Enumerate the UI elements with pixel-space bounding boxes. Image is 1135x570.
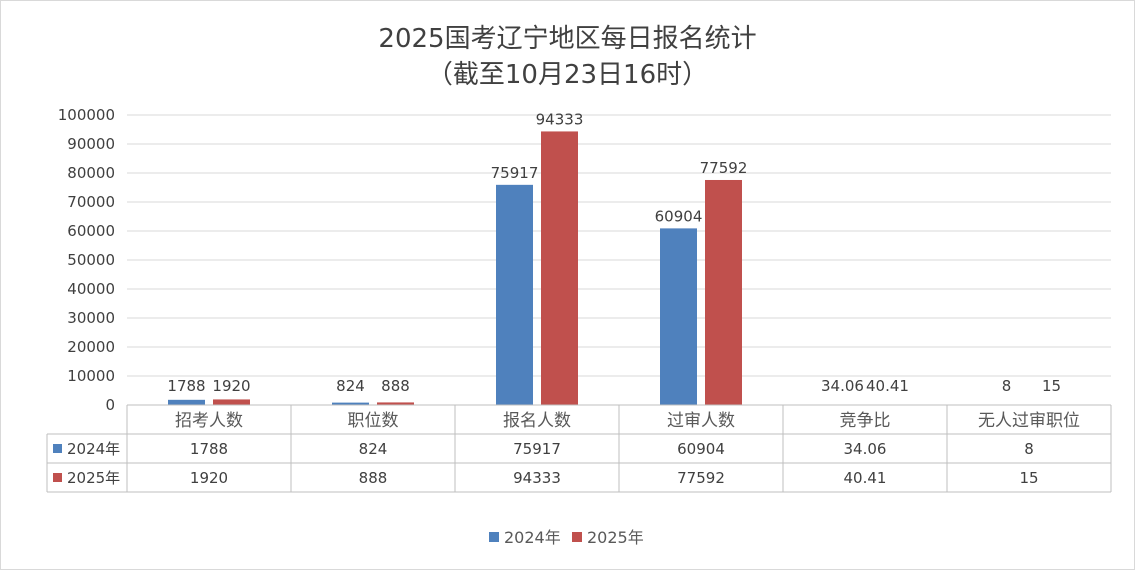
y-tick-label: 20000 — [67, 338, 115, 356]
y-tick-label: 70000 — [67, 193, 115, 211]
category-label: 职位数 — [348, 411, 399, 431]
data-label: 94333 — [536, 110, 584, 128]
y-tick-label: 100000 — [58, 106, 115, 124]
y-tick-label: 90000 — [67, 135, 115, 153]
y-tick-label: 80000 — [67, 164, 115, 182]
legend-label: 2024年 — [504, 528, 561, 547]
table-series-name: 2025年 — [67, 469, 120, 487]
data-label: 40.41 — [866, 377, 909, 395]
table-cell: 75917 — [513, 440, 561, 458]
table-cell: 888 — [359, 469, 388, 487]
table-cell: 1788 — [190, 440, 228, 458]
y-tick-label: 40000 — [67, 280, 115, 298]
data-label: 75917 — [491, 164, 539, 182]
data-label: 60904 — [655, 207, 703, 225]
y-tick-label: 0 — [105, 396, 115, 414]
bar — [168, 399, 205, 405]
data-label: 1788 — [167, 377, 205, 395]
bars — [168, 131, 1070, 406]
table-cell: 8 — [1024, 440, 1034, 458]
bar — [332, 402, 369, 405]
category-label: 无人过审职位 — [978, 411, 1080, 431]
legend: 2024年 2025年 — [489, 528, 644, 547]
table-cell: 15 — [1019, 469, 1038, 487]
data-label: 15 — [1042, 377, 1061, 395]
table-cell: 34.06 — [844, 440, 887, 458]
bar — [541, 131, 578, 405]
table-cell: 824 — [359, 440, 388, 458]
data-label: 77592 — [700, 159, 748, 177]
gridlines — [127, 114, 1111, 406]
table-cell: 94333 — [513, 469, 561, 487]
data-labels: 1788 1920 824 888 75917 94333 60904 77592 34.06 4… — [167, 110, 1061, 395]
table-legend-key — [53, 473, 62, 482]
bar — [213, 399, 250, 405]
y-tick-label: 50000 — [67, 251, 115, 269]
legend-label: 2025年 — [587, 528, 644, 547]
table-cell: 40.41 — [844, 469, 887, 487]
table-cell: 77592 — [677, 469, 725, 487]
chart-subtitle: （截至10月23日16时） — [426, 60, 709, 90]
legend-key — [489, 532, 499, 542]
y-tick-label: 10000 — [67, 367, 115, 385]
table-series-name: 2024年 — [67, 440, 120, 458]
table-cell: 1920 — [190, 469, 228, 487]
bar — [377, 402, 414, 405]
chart-title: 2025国考辽宁地区每日报名统计 — [378, 24, 757, 54]
category-label: 招考人数 — [175, 411, 243, 431]
category-label: 竞争比 — [840, 411, 891, 431]
table-cell: 60904 — [677, 440, 725, 458]
category-label: 报名人数 — [503, 411, 571, 431]
y-tick-label: 30000 — [67, 309, 115, 327]
data-label: 34.06 — [821, 377, 864, 395]
bar — [496, 184, 533, 405]
bar — [705, 179, 742, 405]
bar — [660, 228, 697, 405]
data-label: 824 — [336, 377, 365, 395]
category-label: 过审人数 — [667, 411, 735, 431]
data-label: 8 — [1002, 377, 1012, 395]
legend-key — [572, 532, 582, 542]
data-label: 888 — [381, 377, 410, 395]
y-tick-label: 60000 — [67, 222, 115, 240]
table-legend-key — [53, 444, 62, 453]
data-table: 招考人数 职位数 报名人数 过审人数 竞争比 无人过审职位 2024年 1788 824 7591… — [46, 404, 1112, 493]
y-axis: 0 10000 20000 30000 40000 50000 60000 70000 8000… — [58, 106, 115, 414]
data-label: 1920 — [212, 377, 250, 395]
